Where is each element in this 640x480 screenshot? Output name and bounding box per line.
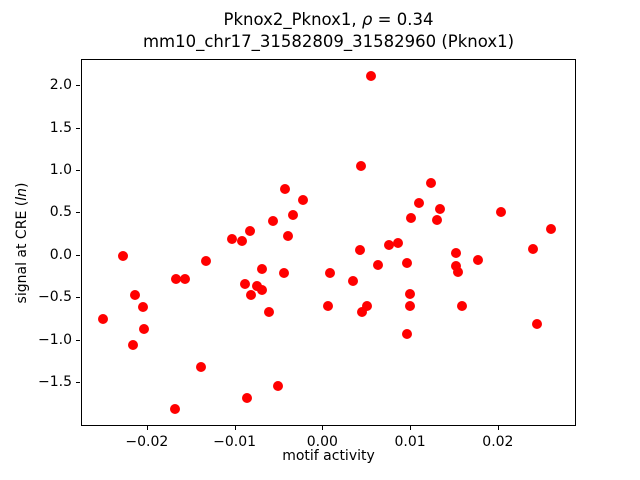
data-point — [450, 248, 461, 259]
x-tick-mark — [497, 426, 499, 430]
y-axis-label: signal at CRE (ln) — [13, 183, 31, 304]
data-point — [118, 250, 129, 261]
data-point — [452, 266, 463, 277]
data-point — [283, 231, 294, 242]
y-tick-mark — [76, 85, 80, 87]
data-point — [280, 183, 291, 194]
data-point — [405, 288, 416, 299]
x-tick-mark — [234, 426, 236, 430]
y-tick-mark — [76, 170, 80, 172]
data-point — [130, 289, 141, 300]
data-point — [365, 70, 376, 81]
y-tick-mark — [76, 381, 80, 383]
data-point — [496, 207, 507, 218]
title-rho-symbol: ρ — [361, 10, 373, 29]
y-axis-label-italic: ln — [14, 188, 30, 201]
y-tick-mark — [76, 339, 80, 341]
data-point — [402, 258, 413, 269]
data-point — [527, 243, 538, 254]
data-point — [456, 301, 467, 312]
data-point — [127, 339, 138, 350]
data-point — [236, 236, 247, 247]
data-point — [434, 204, 445, 215]
data-point — [256, 285, 267, 296]
y-tick-label: 1.0 — [49, 162, 72, 179]
title-text-prefix: Pknox2_Pknox1, — [223, 10, 362, 29]
x-tick-mark — [146, 426, 148, 430]
y-tick-mark — [76, 127, 80, 129]
y-axis-label-suffix: ) — [14, 182, 30, 189]
data-point — [432, 215, 443, 226]
data-point — [372, 259, 383, 270]
data-point — [196, 361, 207, 372]
data-point — [245, 226, 256, 237]
data-point — [405, 300, 416, 311]
data-point — [355, 160, 366, 171]
data-point — [532, 319, 543, 330]
data-point — [355, 244, 366, 255]
chart-title: Pknox2_Pknox1, ρ = 0.34 mm10_chr17_31582… — [81, 9, 576, 52]
y-tick-label: −1.5 — [38, 373, 72, 390]
data-point — [392, 237, 403, 248]
data-point — [402, 328, 413, 339]
data-point — [138, 302, 149, 313]
chart-title-line2: mm10_chr17_31582809_31582960 (Pknox1) — [142, 31, 515, 51]
data-point — [169, 404, 180, 415]
data-point — [268, 215, 279, 226]
x-tick-mark — [410, 426, 412, 430]
data-point — [384, 240, 395, 251]
y-tick-mark — [76, 212, 80, 214]
data-point — [348, 276, 359, 287]
data-point — [256, 264, 267, 275]
data-point — [362, 300, 373, 311]
plot-area — [81, 59, 576, 426]
data-point — [240, 279, 251, 290]
data-point — [472, 254, 483, 265]
x-tick-label: 0.01 — [394, 434, 426, 450]
data-point — [288, 209, 299, 220]
data-point — [325, 267, 336, 278]
y-tick-label: 0.0 — [49, 246, 72, 263]
data-point — [450, 260, 461, 271]
x-tick-label: 0.00 — [306, 434, 338, 450]
data-point — [139, 324, 150, 335]
x-tick-label: 0.02 — [482, 434, 514, 450]
x-tick-mark — [322, 426, 324, 430]
y-tick-label: 2.0 — [49, 77, 72, 94]
data-point — [546, 224, 557, 235]
data-point — [278, 267, 289, 278]
data-point — [226, 233, 237, 244]
y-tick-mark — [76, 254, 80, 256]
y-tick-label: 1.5 — [49, 119, 72, 136]
x-tick-label: −0.01 — [213, 434, 257, 450]
x-axis-label: motif activity — [282, 448, 375, 464]
data-point — [246, 289, 257, 300]
data-point — [273, 381, 284, 392]
data-point — [298, 194, 309, 205]
chart-title-line1: Pknox2_Pknox1, ρ = 0.34 — [81, 9, 576, 31]
data-point — [263, 306, 274, 317]
data-point — [170, 273, 181, 284]
data-point — [356, 306, 367, 317]
data-point — [200, 255, 211, 266]
title-text-suffix: = 0.34 — [372, 10, 434, 29]
data-point — [406, 213, 416, 224]
y-tick-label: −1.0 — [38, 331, 72, 348]
data-point — [241, 393, 252, 404]
data-point — [179, 273, 190, 284]
y-tick-mark — [76, 297, 80, 299]
data-point — [97, 314, 108, 325]
y-tick-label: −0.5 — [38, 289, 72, 306]
x-tick-label: −0.02 — [125, 434, 169, 450]
y-tick-label: 0.5 — [49, 204, 72, 221]
data-point — [413, 198, 424, 209]
data-point — [426, 177, 437, 188]
data-point — [322, 301, 333, 312]
